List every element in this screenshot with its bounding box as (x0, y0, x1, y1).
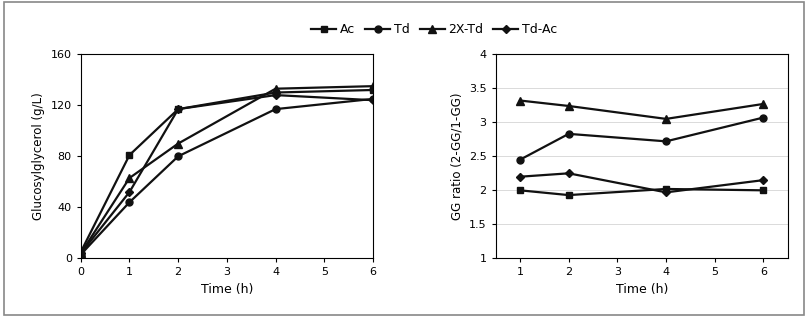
Legend: Ac, Td, 2X-Td, Td-Ac: Ac, Td, 2X-Td, Td-Ac (311, 23, 558, 36)
X-axis label: Time (h): Time (h) (200, 283, 253, 296)
Y-axis label: GG ratio (2-GG/1-GG): GG ratio (2-GG/1-GG) (450, 93, 463, 220)
Y-axis label: Glucosylglycerol (g/L): Glucosylglycerol (g/L) (32, 93, 45, 220)
X-axis label: Time (h): Time (h) (616, 283, 668, 296)
